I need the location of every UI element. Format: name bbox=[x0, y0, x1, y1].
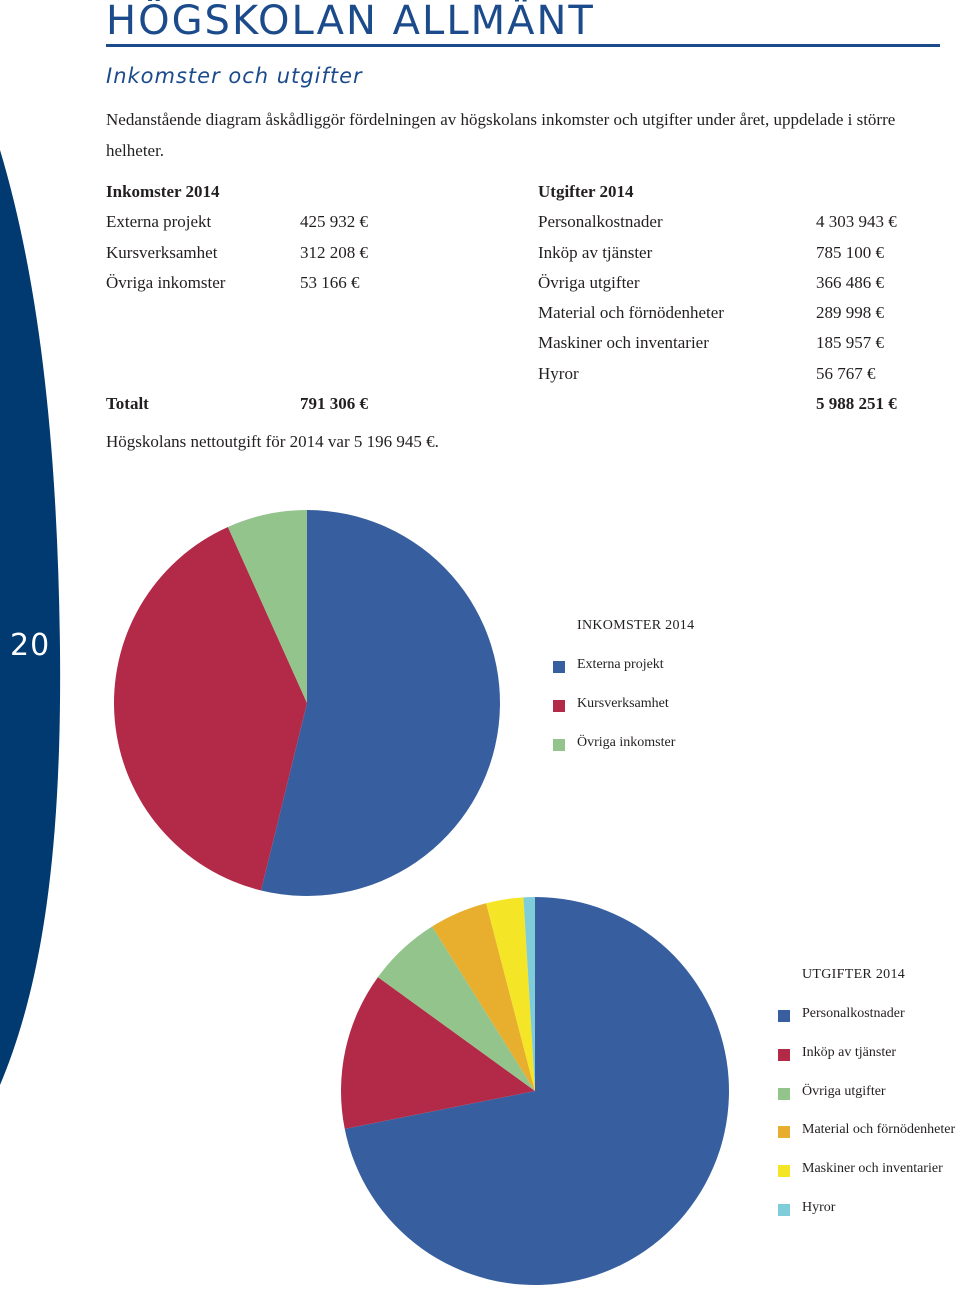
legend-label: Maskiner och inventarier bbox=[802, 1161, 943, 1176]
legend-swatch bbox=[778, 1126, 790, 1138]
expense-value: 785 100 € bbox=[816, 242, 884, 262]
expense-label: Maskiner och inventarier bbox=[538, 333, 709, 353]
expense-value: 289 998 € bbox=[816, 303, 884, 323]
income-legend: INKOMSTER 2014 Externa projekt Kursverks… bbox=[553, 618, 853, 758]
legend-label: Övriga utgifter bbox=[802, 1084, 886, 1099]
legend-swatch bbox=[778, 1204, 790, 1216]
page-number: 20 bbox=[10, 628, 51, 663]
expense-label: Personalkostnader bbox=[538, 212, 663, 232]
expense-table: Utgifter 2014 Personalkostnader 4 303 94… bbox=[538, 177, 938, 419]
legend-swatch bbox=[778, 1010, 790, 1022]
expense-label: Material och förnödenheter bbox=[538, 303, 724, 323]
legend-label: Material och förnödenheter bbox=[802, 1122, 956, 1137]
expense-heading: Utgifter 2014 bbox=[538, 182, 634, 201]
income-label: Kursverksamhet bbox=[106, 242, 218, 262]
income-value: 53 166 € bbox=[300, 272, 360, 292]
income-legend-title: INKOMSTER 2014 bbox=[577, 618, 695, 633]
income-row: Externa projekt 425 932 € bbox=[106, 207, 406, 237]
expense-total-value: 5 988 251 € bbox=[816, 394, 897, 414]
pie-slice-maskiner-och-inventarier bbox=[486, 897, 535, 1091]
page-title: HÖGSKOLAN ALLMÄNT bbox=[106, 0, 595, 44]
expense-value: 185 957 € bbox=[816, 333, 884, 353]
income-table: Inkomster 2014 Externa projekt 425 932 €… bbox=[106, 177, 406, 419]
expense-value: 4 303 943 € bbox=[816, 212, 897, 232]
legend-swatch bbox=[778, 1088, 790, 1100]
income-label: Övriga inkomster bbox=[106, 272, 226, 292]
income-total-label: Totalt bbox=[106, 394, 149, 414]
legend-swatch bbox=[778, 1049, 790, 1061]
side-band-shape bbox=[0, 150, 61, 1085]
legend-swatch bbox=[553, 739, 565, 751]
pie-slice-material-och-fornodenheter bbox=[432, 903, 535, 1091]
legend-swatch bbox=[778, 1165, 790, 1177]
income-row: Övriga inkomster 53 166 € bbox=[106, 268, 406, 298]
title-divider bbox=[106, 44, 940, 47]
legend-label: Personalkostnader bbox=[802, 1006, 905, 1021]
pie-slice-kursverksamhet bbox=[113, 526, 307, 891]
expense-total-row: 5 988 251 € bbox=[538, 389, 938, 419]
side-band bbox=[0, 150, 61, 1085]
legend-swatch bbox=[553, 661, 565, 673]
income-value: 312 208 € bbox=[300, 242, 368, 262]
income-row: Kursverksamhet 312 208 € bbox=[106, 238, 406, 268]
income-label: Externa projekt bbox=[106, 212, 212, 232]
income-total-row: Totalt 791 306 € bbox=[106, 389, 406, 419]
expense-label: Hyror bbox=[538, 363, 579, 383]
expense-row: Personalkostnader 4 303 943 € bbox=[538, 207, 938, 237]
expense-legend-title: UTGIFTER 2014 bbox=[802, 967, 906, 982]
expense-row: Övriga utgifter 366 486 € bbox=[538, 268, 938, 298]
expense-row: Material och förnödenheter 289 998 € bbox=[538, 298, 938, 328]
income-value: 425 932 € bbox=[300, 212, 368, 232]
expense-label: Övriga utgifter bbox=[538, 272, 640, 292]
spacer-row bbox=[106, 359, 406, 389]
intro-paragraph: Nedanstående diagram åskådliggör fördeln… bbox=[106, 110, 896, 160]
legend-label: Externa projekt bbox=[577, 657, 664, 672]
legend-swatch bbox=[553, 700, 565, 712]
expense-row: Maskiner och inventarier 185 957 € bbox=[538, 328, 938, 358]
pie-slice-hyror bbox=[523, 897, 535, 1091]
expense-row: Hyror 56 767 € bbox=[538, 359, 938, 389]
expense-heading-row: Utgifter 2014 bbox=[538, 177, 938, 207]
pie-slice-personalkostnader bbox=[344, 897, 729, 1285]
expense-pie-chart bbox=[340, 897, 729, 1285]
legend-label: Hyror bbox=[802, 1200, 836, 1215]
legend-label: Övriga inkomster bbox=[577, 735, 676, 750]
income-total-value: 791 306 € bbox=[300, 394, 368, 414]
income-pie-chart bbox=[113, 510, 500, 896]
expense-row: Inköp av tjänster 785 100 € bbox=[538, 238, 938, 268]
section-subtitle: Inkomster och utgifter bbox=[106, 64, 363, 88]
legend-label: Inköp av tjänster bbox=[802, 1045, 897, 1060]
spacer-row bbox=[106, 298, 406, 328]
spacer-row bbox=[106, 328, 406, 358]
legend-label: Kursverksamhet bbox=[577, 696, 669, 711]
expense-legend: UTGIFTER 2014 Personalkostnader Inköp av… bbox=[778, 967, 960, 1217]
net-expense-note: Högskolans nettoutgift för 2014 var 5 19… bbox=[106, 432, 439, 451]
pie-slice-externa-projekt bbox=[261, 510, 500, 896]
pie-slice-ovriga-utgifter bbox=[377, 926, 535, 1091]
expense-value: 56 767 € bbox=[816, 363, 876, 383]
income-heading: Inkomster 2014 bbox=[106, 182, 220, 201]
pie-slice-inkop-av-tjanster bbox=[340, 977, 535, 1129]
pie-slice-ovriga-inkomster bbox=[227, 510, 307, 703]
income-heading-row: Inkomster 2014 bbox=[106, 177, 406, 207]
expense-value: 366 486 € bbox=[816, 272, 884, 292]
expense-label: Inköp av tjänster bbox=[538, 242, 653, 262]
